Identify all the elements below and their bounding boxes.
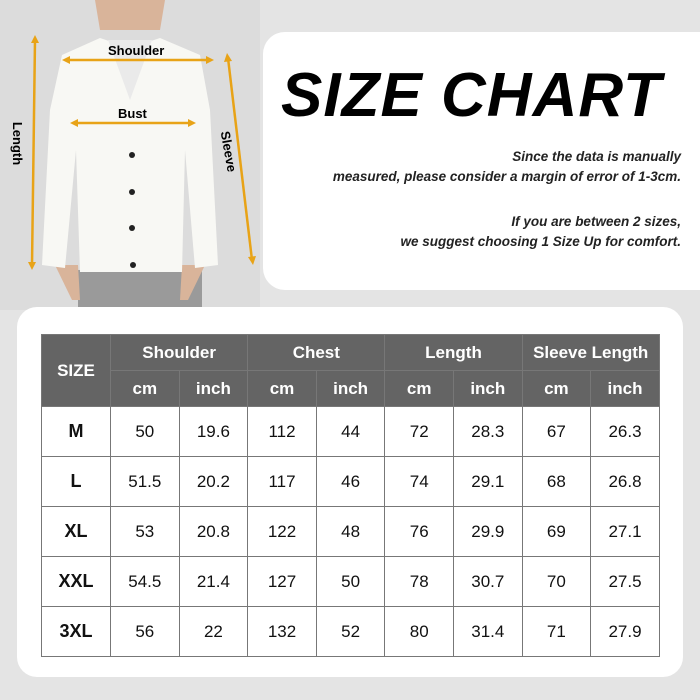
value-cell: 117 (247, 456, 317, 507)
value-cell: 20.2 (178, 456, 249, 507)
margin-note: Since the data is manually measured, ple… (333, 147, 681, 187)
size-cell: L (41, 456, 111, 507)
value-cell: 48 (315, 506, 386, 557)
length-label: Length (10, 121, 26, 166)
value-cell: 74 (384, 456, 454, 507)
note-line: If you are between 2 sizes, (511, 214, 681, 229)
group-header: Sleeve Length (521, 334, 660, 371)
size-table-card: SIZE Shoulder Chest Length Sleeve Length… (17, 307, 683, 677)
value-cell: 78 (384, 556, 454, 607)
value-cell: 132 (247, 606, 317, 657)
value-cell: 29.9 (453, 506, 523, 557)
value-cell: 54.5 (110, 556, 180, 607)
value-cell: 112 (247, 406, 317, 457)
size-cell: 3XL (41, 606, 111, 657)
unit-header: cm (110, 370, 180, 407)
value-cell: 122 (247, 506, 317, 557)
value-cell: 69 (521, 506, 592, 557)
value-cell: 46 (315, 456, 386, 507)
size-header: SIZE (41, 334, 111, 407)
unit-header: cm (247, 370, 317, 407)
size-cell: XL (41, 506, 111, 557)
value-cell: 51.5 (110, 456, 180, 507)
unit-header: inch (453, 370, 523, 407)
unit-header: inch (315, 370, 386, 407)
value-cell: 68 (521, 456, 592, 507)
table-row: 3XL 56 22 132 52 80 31.4 71 27.9 (41, 606, 660, 657)
value-cell: 31.4 (453, 606, 523, 657)
table-row: L 51.5 20.2 117 46 74 29.1 68 26.8 (41, 456, 660, 507)
value-cell: 44 (315, 406, 386, 457)
value-cell: 76 (384, 506, 454, 557)
note-line: we suggest choosing 1 Size Up for comfor… (400, 234, 681, 249)
note-line: measured, please consider a margin of er… (332, 169, 681, 184)
value-cell: 67 (521, 406, 592, 457)
value-cell: 27.9 (590, 606, 660, 657)
value-cell: 52 (315, 606, 386, 657)
value-cell: 53 (110, 506, 180, 557)
unit-header: inch (590, 370, 660, 407)
bust-label: Bust (118, 106, 147, 121)
value-cell: 27.5 (590, 556, 660, 607)
note-line: Since the data is manually (512, 149, 681, 164)
value-cell: 72 (384, 406, 454, 457)
size-table: SIZE Shoulder Chest Length Sleeve Length… (41, 334, 660, 657)
table-row: XL 53 20.8 122 48 76 29.9 69 27.1 (41, 506, 660, 557)
value-cell: 19.6 (178, 406, 249, 457)
size-cell: XXL (41, 556, 111, 607)
value-cell: 70 (521, 556, 592, 607)
group-header: Length (384, 334, 523, 371)
value-cell: 30.7 (453, 556, 523, 607)
value-cell: 50 (110, 406, 180, 457)
value-cell: 71 (521, 606, 592, 657)
value-cell: 21.4 (178, 556, 249, 607)
unit-header: cm (521, 370, 592, 407)
unit-header: inch (178, 370, 249, 407)
value-cell: 127 (247, 556, 317, 607)
size-cell: M (41, 406, 111, 457)
info-panel: SIZE CHART Since the data is manually me… (263, 32, 700, 290)
table-row: XXL 54.5 21.4 127 50 78 30.7 70 27.5 (41, 556, 660, 607)
value-cell: 20.8 (178, 506, 249, 557)
group-header: Chest (247, 334, 386, 371)
value-cell: 29.1 (453, 456, 523, 507)
unit-header: cm (384, 370, 454, 407)
value-cell: 22 (178, 606, 249, 657)
product-photo: Shoulder Bust Length Sleeve (0, 0, 260, 310)
value-cell: 26.3 (590, 406, 660, 457)
value-cell: 26.8 (590, 456, 660, 507)
size-up-note: If you are between 2 sizes, we suggest c… (400, 212, 681, 252)
shoulder-label: Shoulder (108, 43, 165, 58)
table-row: M 50 19.6 112 44 72 28.3 67 26.3 (41, 406, 660, 457)
value-cell: 80 (384, 606, 454, 657)
value-cell: 27.1 (590, 506, 660, 557)
group-header: Shoulder (109, 334, 249, 371)
value-cell: 50 (315, 556, 386, 607)
value-cell: 28.3 (453, 406, 523, 457)
value-cell: 56 (110, 606, 180, 657)
page-title: SIZE CHART (281, 61, 662, 130)
